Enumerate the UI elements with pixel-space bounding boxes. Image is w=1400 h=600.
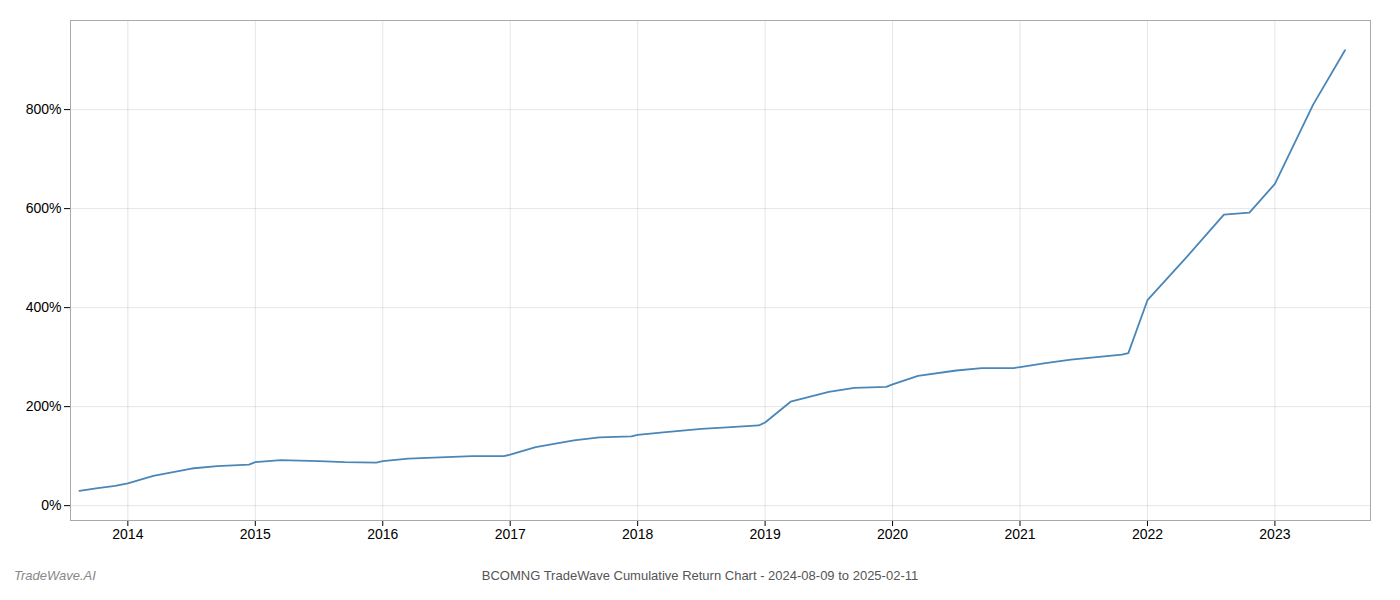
svg-text:2019: 2019 — [750, 526, 781, 542]
svg-text:2022: 2022 — [1132, 526, 1163, 542]
svg-text:2017: 2017 — [495, 526, 526, 542]
html-text:TradeWave.AI: TradeWave.AI — [14, 568, 96, 583]
svg-text:600%: 600% — [26, 200, 62, 216]
svg-text:800%: 800% — [26, 101, 62, 117]
svg-text:2020: 2020 — [877, 526, 908, 542]
svg-text:0%: 0% — [41, 497, 61, 513]
html-text:BCOMNG TradeWave Cumulative Re: BCOMNG TradeWave Cumulative Return Chart… — [481, 568, 919, 583]
svg-text:2016: 2016 — [367, 526, 398, 542]
svg-text:400%: 400% — [26, 299, 62, 315]
svg-text:200%: 200% — [26, 398, 62, 414]
svg-text:2018: 2018 — [622, 526, 653, 542]
svg-text:2023: 2023 — [1259, 526, 1290, 542]
svg-text:2015: 2015 — [240, 526, 271, 542]
svg-text:2021: 2021 — [1004, 526, 1035, 542]
svg-text:2014: 2014 — [112, 526, 143, 542]
